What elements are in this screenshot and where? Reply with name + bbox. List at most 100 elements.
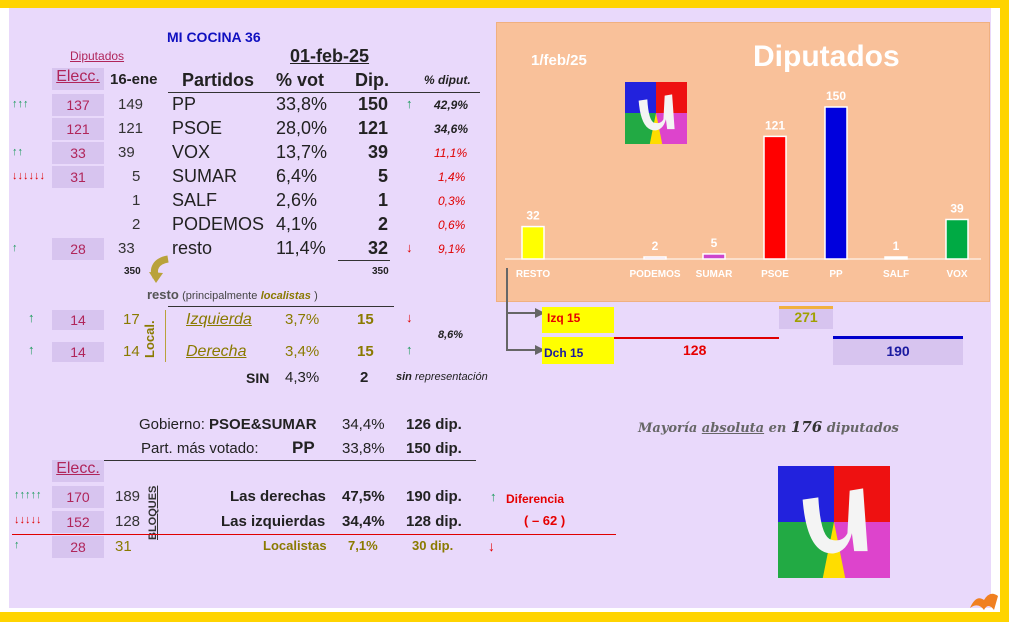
chart-title: Diputados [753, 40, 900, 73]
bloque-pvot: 34,4% [342, 513, 385, 530]
gobierno-dip: 126 dip. [406, 416, 462, 433]
row-arrow: ↑↑↑ [12, 98, 29, 110]
local-dip: 15 [357, 343, 374, 360]
local-name: Derecha [186, 343, 247, 360]
bar-vox [945, 218, 969, 260]
connector-arrows [506, 268, 545, 355]
bloque-elecc: 28 [52, 536, 104, 558]
row-pdip: 0,6% [438, 218, 466, 232]
diff-arrow: ↑ [490, 489, 497, 504]
bar-chart: 32 RESTO 2 PODEMOS 5 SUMAR 121 PSOE 150 PP 1 SALF 39… [505, 89, 981, 280]
sin-label: SIN [246, 370, 270, 386]
box-271: 271 [779, 306, 833, 329]
row-prev: 5 [132, 168, 141, 185]
mas-votado-name: PP [292, 438, 315, 457]
frame-right [1000, 0, 1009, 622]
row-dip: 5 [378, 166, 389, 186]
row-prev: 33 [118, 240, 135, 257]
row-pvot: 13,7% [276, 142, 328, 162]
izq-label: Izq 15 [547, 311, 581, 325]
row-pvot: 11,4% [276, 238, 326, 258]
row-pvot: 4,1% [276, 214, 318, 234]
row-pvot: 2,6% [276, 190, 318, 210]
local-vertical-label: Local. [142, 320, 157, 358]
izq-box: Izq 15 [542, 307, 614, 333]
row-party: PSOE [172, 118, 223, 138]
bloque-pvot: 7,1% [348, 538, 378, 553]
row-pdip: 1,4% [438, 170, 466, 184]
bloque-prev: 128 [115, 513, 141, 530]
mas-votado-dip: 150 dip. [406, 440, 462, 457]
bloque-name: Las derechas [230, 488, 326, 505]
local-pdip: 8,6% [438, 329, 464, 341]
row-arrow2: ↓ [406, 240, 413, 255]
dch-label: Dch 15 [544, 346, 584, 360]
category-tick-label: VOX [946, 269, 967, 280]
row-arrow: ↑ [12, 242, 18, 254]
diputados-label: Diputados [70, 49, 125, 63]
bloques-top-rule [104, 460, 476, 461]
local-arrow: ↑ [28, 342, 35, 357]
bloques-vertical-label: BLOQUES [147, 485, 159, 540]
partidos-header: Partidos [182, 70, 255, 90]
row-dip: 1 [378, 190, 389, 210]
row-pdip: 42,9% [434, 98, 469, 112]
curved-arrow-icon [149, 255, 169, 283]
elecc-header: Elecc. [56, 68, 100, 85]
value-128: 128 [683, 342, 707, 358]
party-logo-small [625, 82, 687, 144]
row-arrow: ↓↓↓↓↓↓ [12, 170, 45, 182]
mayoria-text: Mayoría absoluta en 176 diputados [638, 418, 899, 436]
row-pvot: 28,0% [276, 118, 328, 138]
bloque-arrow: ↑↑↑↑↑ [14, 489, 42, 501]
local-pvot: 3,7% [285, 311, 320, 328]
bloque-name: Localistas [263, 538, 327, 553]
row-pdip: 34,6% [434, 122, 469, 136]
gobierno-pvot: 34,4% [342, 416, 385, 433]
total-rule [338, 260, 390, 261]
local-pvot: 3,4% [285, 343, 320, 360]
resto-note-loc: localistas [260, 290, 311, 302]
bar-value-label: 32 [526, 209, 540, 223]
bloque-prev: 189 [115, 488, 141, 505]
bar-sumar [702, 253, 726, 260]
bloque-elecc: 152 [52, 511, 104, 533]
row-dip: 150 [358, 94, 389, 114]
bloque-arrow: ↑ [14, 539, 20, 551]
category-tick-label: RESTO [516, 269, 550, 280]
bar-resto [521, 225, 545, 260]
bloque-name: Las izquierdas [221, 513, 326, 530]
corner-logo-icon [970, 593, 998, 610]
local-arrow2: ↑ [406, 342, 413, 357]
date-label: 01-feb-25 [290, 46, 370, 66]
bar-salf [884, 256, 908, 260]
local-elecc: 14 [52, 342, 104, 362]
row-elecc: 137 [52, 94, 104, 116]
row-arrow: ↑↑ [12, 146, 23, 158]
row-prev: 149 [118, 96, 144, 113]
local-prev: 17 [123, 311, 140, 328]
localistas-arrow: ↓ [488, 538, 495, 554]
bloque-elecc: 170 [52, 486, 104, 508]
pvot-header: % vot [276, 70, 325, 90]
row-pdip: 11,1% [434, 146, 468, 160]
bar-podemos [643, 256, 667, 260]
bar-value-label: 1 [893, 239, 900, 253]
row-elecc: 33 [52, 142, 104, 164]
page-title: MI COCINA 36 [167, 29, 261, 45]
row-dip: 121 [358, 118, 389, 138]
row-party: SUMAR [172, 166, 238, 186]
bar-value-label: 39 [950, 201, 964, 215]
header-rule [168, 92, 480, 93]
bloque-prev: 31 [115, 538, 132, 555]
row-pdip: 0,3% [438, 194, 466, 208]
diff-label: Diferencia [506, 492, 565, 506]
category-tick-label: PSOE [761, 269, 789, 280]
resto-note-pre: (principalmente [182, 290, 258, 302]
resto-note-word: resto [147, 287, 179, 302]
row-pvot: 6,4% [276, 166, 318, 186]
row-party: PP [172, 94, 197, 114]
dip-header: Dip. [355, 70, 389, 90]
row-pvot: 33,8% [276, 94, 328, 114]
row-party: resto [172, 238, 213, 258]
